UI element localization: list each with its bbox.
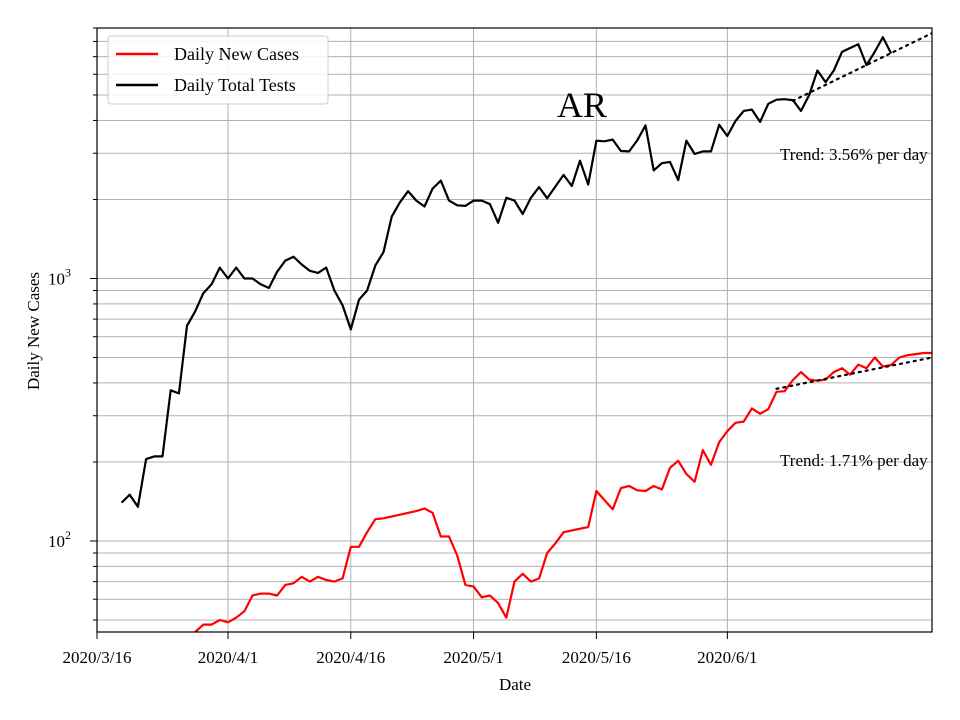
series-layer [120, 32, 932, 632]
axis-ticks: 102 103 2020/3/16 2020/4/1 2020/4/16 2020/5/1… [48, 27, 758, 667]
y-tick-label: 103 [48, 265, 71, 288]
trend-label-tests: Trend: 3.56% per day [780, 145, 928, 164]
x-tick-label: 2020/4/1 [198, 648, 258, 667]
series-line-daily-new-cases [194, 351, 932, 632]
plot-frame [96, 27, 933, 633]
gridlines [96, 27, 932, 632]
legend-label-cases: Daily New Cases [174, 44, 299, 64]
x-axis-label: Date [499, 675, 531, 694]
x-tick-label: 2020/5/1 [443, 648, 503, 667]
chart-title: AR [557, 85, 607, 125]
trend-line-cases [775, 356, 932, 390]
x-tick-label: 2020/4/16 [316, 648, 385, 667]
trend-label-cases: Trend: 1.71% per day [780, 451, 928, 470]
x-tick-label: 2020/3/16 [63, 648, 132, 667]
x-tick-label: 2020/5/16 [562, 648, 631, 667]
y-axis-label: Daily New Cases [24, 272, 43, 390]
x-tick-label: 2020/6/1 [697, 648, 757, 667]
trend-line-tests [791, 32, 932, 102]
series-line-daily-total-tests [120, 36, 893, 508]
legend-box [107, 35, 329, 105]
legend-label-tests: Daily Total Tests [174, 75, 296, 95]
legend: Daily New Cases Daily Total Tests [107, 35, 329, 105]
series-group [120, 32, 932, 632]
y-tick-label: 102 [48, 528, 71, 551]
